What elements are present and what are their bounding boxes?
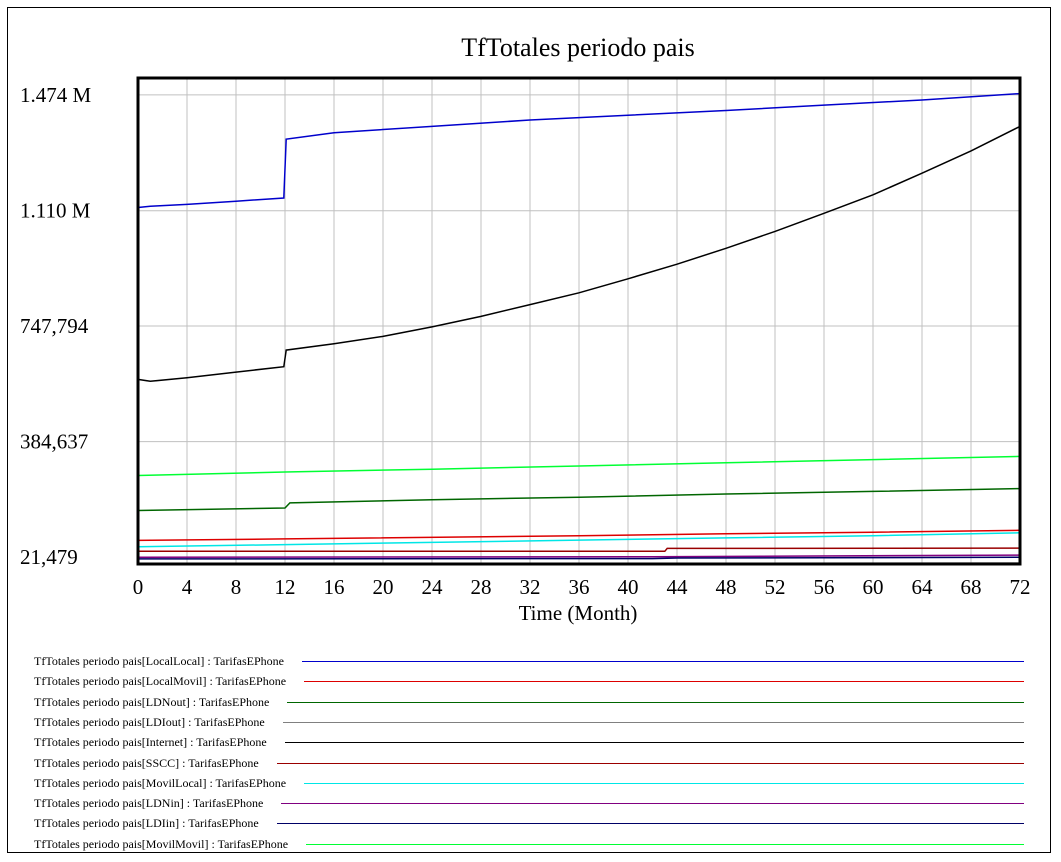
legend-swatch <box>306 843 1024 845</box>
x-tick-label: 24 <box>422 575 444 599</box>
legend-entry: TfTotales periodo pais[MovilMovil] : Tar… <box>34 835 1024 853</box>
chart-title: TfTotales periodo pais <box>461 33 695 62</box>
plot-area-border <box>136 76 1022 566</box>
x-tick-label: 12 <box>275 575 296 599</box>
series-line-7 <box>137 554 1021 559</box>
legend-entry: TfTotales periodo pais[LDIin] : TarifasE… <box>34 814 1024 832</box>
y-tick-label: 1.474 M <box>20 83 92 107</box>
series-line-0 <box>137 92 1021 209</box>
legend-label: TfTotales periodo pais[MovilMovil] : Tar… <box>34 836 289 851</box>
legend-swatch <box>276 823 1024 825</box>
legend-swatch <box>276 762 1024 764</box>
series-line-6 <box>137 532 1021 548</box>
legend-swatch <box>302 661 1024 662</box>
x-tick-label: 36 <box>569 575 590 599</box>
legend-label: TfTotales periodo pais[LocalMovil] : Tar… <box>34 674 287 689</box>
legend-swatch <box>281 803 1024 805</box>
legend-entry: TfTotales periodo pais[LDIout] : Tarifas… <box>34 713 1024 731</box>
x-tick-label: 56 <box>814 575 835 599</box>
x-tick-label: 44 <box>667 575 689 599</box>
x-tick-label: 20 <box>373 575 394 599</box>
x-axis-label: Time (Month) <box>519 601 638 625</box>
series-line-2 <box>137 487 1021 512</box>
y-tick-label: 384,637 <box>20 430 88 454</box>
x-tick-label: 28 <box>471 575 492 599</box>
x-tick-label: 16 <box>324 575 345 599</box>
x-axis-ticks: 0 4 8 12 16 20 24 28 32 36 40 44 48 52 56 60 64 68 72 <box>133 575 1031 599</box>
legend-swatch <box>304 681 1024 683</box>
legend-entry: TfTotales periodo pais[LocalMovil] : Tar… <box>34 672 1024 690</box>
legend-label: TfTotales periodo pais[MovilLocal] : Tar… <box>34 775 287 790</box>
x-tick-label: 4 <box>182 575 193 599</box>
x-tick-label: 68 <box>961 575 982 599</box>
x-tick-label: 8 <box>231 575 242 599</box>
y-tick-label: 21,479 <box>20 545 78 569</box>
series-line-8 <box>137 556 1021 560</box>
legend-label: TfTotales periodo pais[LDIout] : Tarifas… <box>34 714 265 729</box>
legend-entry: TfTotales periodo pais[LDNout] : Tarifas… <box>34 693 1024 711</box>
x-tick-label: 60 <box>863 575 884 599</box>
legend-swatch <box>304 782 1024 784</box>
legend-swatch <box>287 701 1024 703</box>
legend-label: TfTotales periodo pais[Internet] : Tarif… <box>34 735 267 750</box>
x-tick-label: 72 <box>1010 575 1031 599</box>
legend-swatch <box>282 721 1024 723</box>
x-tick-label: 52 <box>765 575 786 599</box>
legend-label: TfTotales periodo pais[LDNout] : Tarifas… <box>34 694 270 709</box>
legend-entry: TfTotales periodo pais[SSCC] : TarifasEP… <box>34 754 1024 772</box>
legend-entry: TfTotales periodo pais[Internet] : Tarif… <box>34 733 1024 751</box>
x-tick-label: 0 <box>133 575 144 599</box>
y-tick-label: 747,794 <box>20 314 89 338</box>
x-tick-label: 32 <box>520 575 541 599</box>
legend-label: TfTotales periodo pais[LDIin] : TarifasE… <box>34 816 259 831</box>
x-tick-label: 48 <box>716 575 737 599</box>
legend-entry: TfTotales periodo pais[LDNin] : TarifasE… <box>34 794 1024 812</box>
y-tick-label: 1.110 M <box>20 199 91 223</box>
series-line-4 <box>137 125 1021 383</box>
legend-entry: TfTotales periodo pais[LocalLocal] : Tar… <box>34 652 1024 670</box>
x-tick-label: 64 <box>912 575 934 599</box>
legend-label: TfTotales periodo pais[SSCC] : TarifasEP… <box>34 755 259 770</box>
series-layer <box>137 92 1021 565</box>
legend-swatch <box>284 742 1024 744</box>
x-tick-label: 40 <box>618 575 639 599</box>
series-line-9 <box>137 455 1021 477</box>
chart-frame <box>7 7 1051 853</box>
legend-label: TfTotales periodo pais[LDNin] : TarifasE… <box>34 796 264 811</box>
series-line-1 <box>137 529 1021 542</box>
legend-entry: TfTotales periodo pais[MovilLocal] : Tar… <box>34 774 1024 792</box>
y-axis-ticks: 21,479 384,637 747,794 1.110 M 1.474 M <box>20 83 92 569</box>
legend-label: TfTotales periodo pais[LocalLocal] : Tar… <box>34 654 285 668</box>
series-line-5 <box>138 547 1021 553</box>
